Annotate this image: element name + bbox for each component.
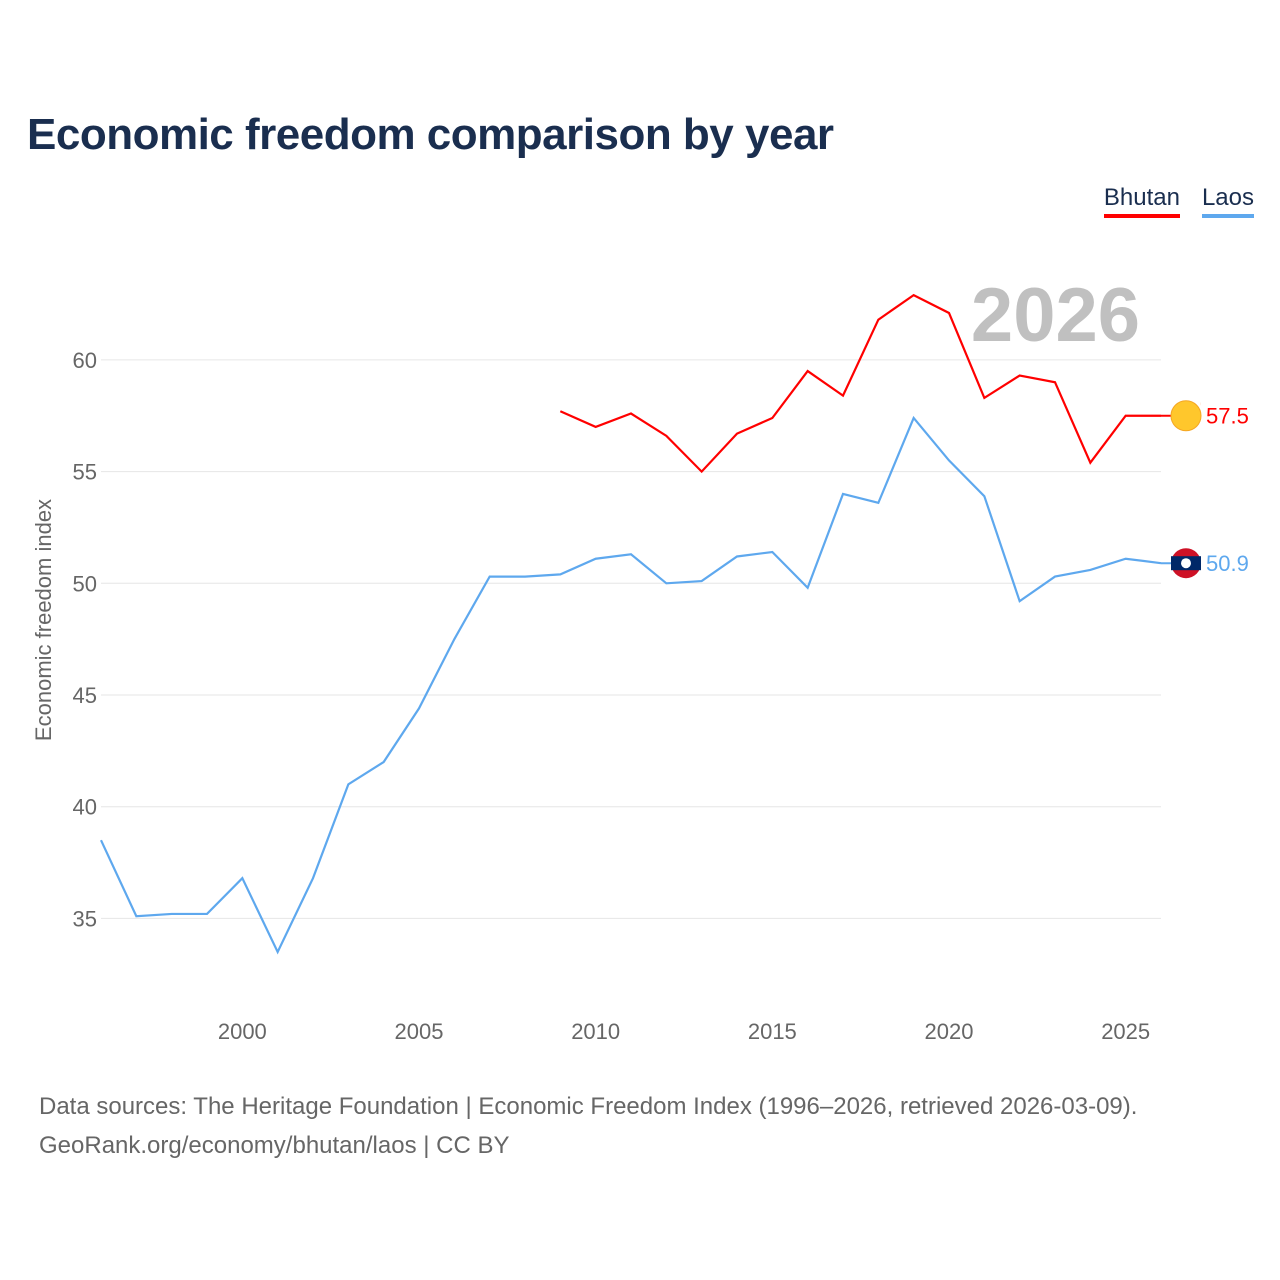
series-line-laos bbox=[100, 415, 1162, 955]
y-tick-label: 55 bbox=[73, 460, 97, 485]
y-tick-label: 40 bbox=[73, 795, 97, 820]
x-tick-label: 2005 bbox=[395, 1019, 444, 1044]
footer-credit[interactable]: GeoRank.org/economy/bhutan/laos | CC BY bbox=[39, 1132, 510, 1159]
laos-flag-disc bbox=[1181, 558, 1191, 569]
x-tick-label: 2025 bbox=[1101, 1019, 1150, 1044]
legend-item-laos[interactable]: Laos bbox=[1201, 184, 1254, 218]
legend: Bhutan Laos bbox=[1103, 184, 1254, 218]
legend-item-bhutan[interactable]: Bhutan bbox=[1103, 184, 1180, 218]
x-tick-label: 2020 bbox=[925, 1019, 974, 1044]
year-watermark: 2026 bbox=[971, 273, 1140, 358]
end-value-label: 50.9 bbox=[1206, 551, 1249, 576]
y-axis-label: Economic freedom index bbox=[31, 499, 56, 741]
y-tick-label: 50 bbox=[73, 571, 97, 596]
end-value-label: 57.5 bbox=[1206, 404, 1249, 429]
series-line-bhutan bbox=[559, 293, 1161, 474]
y-tick-label: 60 bbox=[73, 348, 97, 373]
footer: Data sources: The Heritage Foundation | … bbox=[39, 1087, 1137, 1165]
x-tick-label: 2010 bbox=[571, 1019, 620, 1044]
chart-title: Economic freedom comparison by year bbox=[27, 110, 834, 159]
x-tick-label: 2000 bbox=[218, 1019, 267, 1044]
bhutan-flag-icon bbox=[1171, 400, 1201, 431]
y-tick-label: 35 bbox=[73, 906, 97, 931]
x-tick-label: 2015 bbox=[748, 1019, 797, 1044]
footer-sources: Data sources: The Heritage Foundation | … bbox=[39, 1093, 1138, 1120]
y-tick-label: 45 bbox=[73, 683, 97, 708]
bhutan-flag-border bbox=[1170, 400, 1202, 432]
